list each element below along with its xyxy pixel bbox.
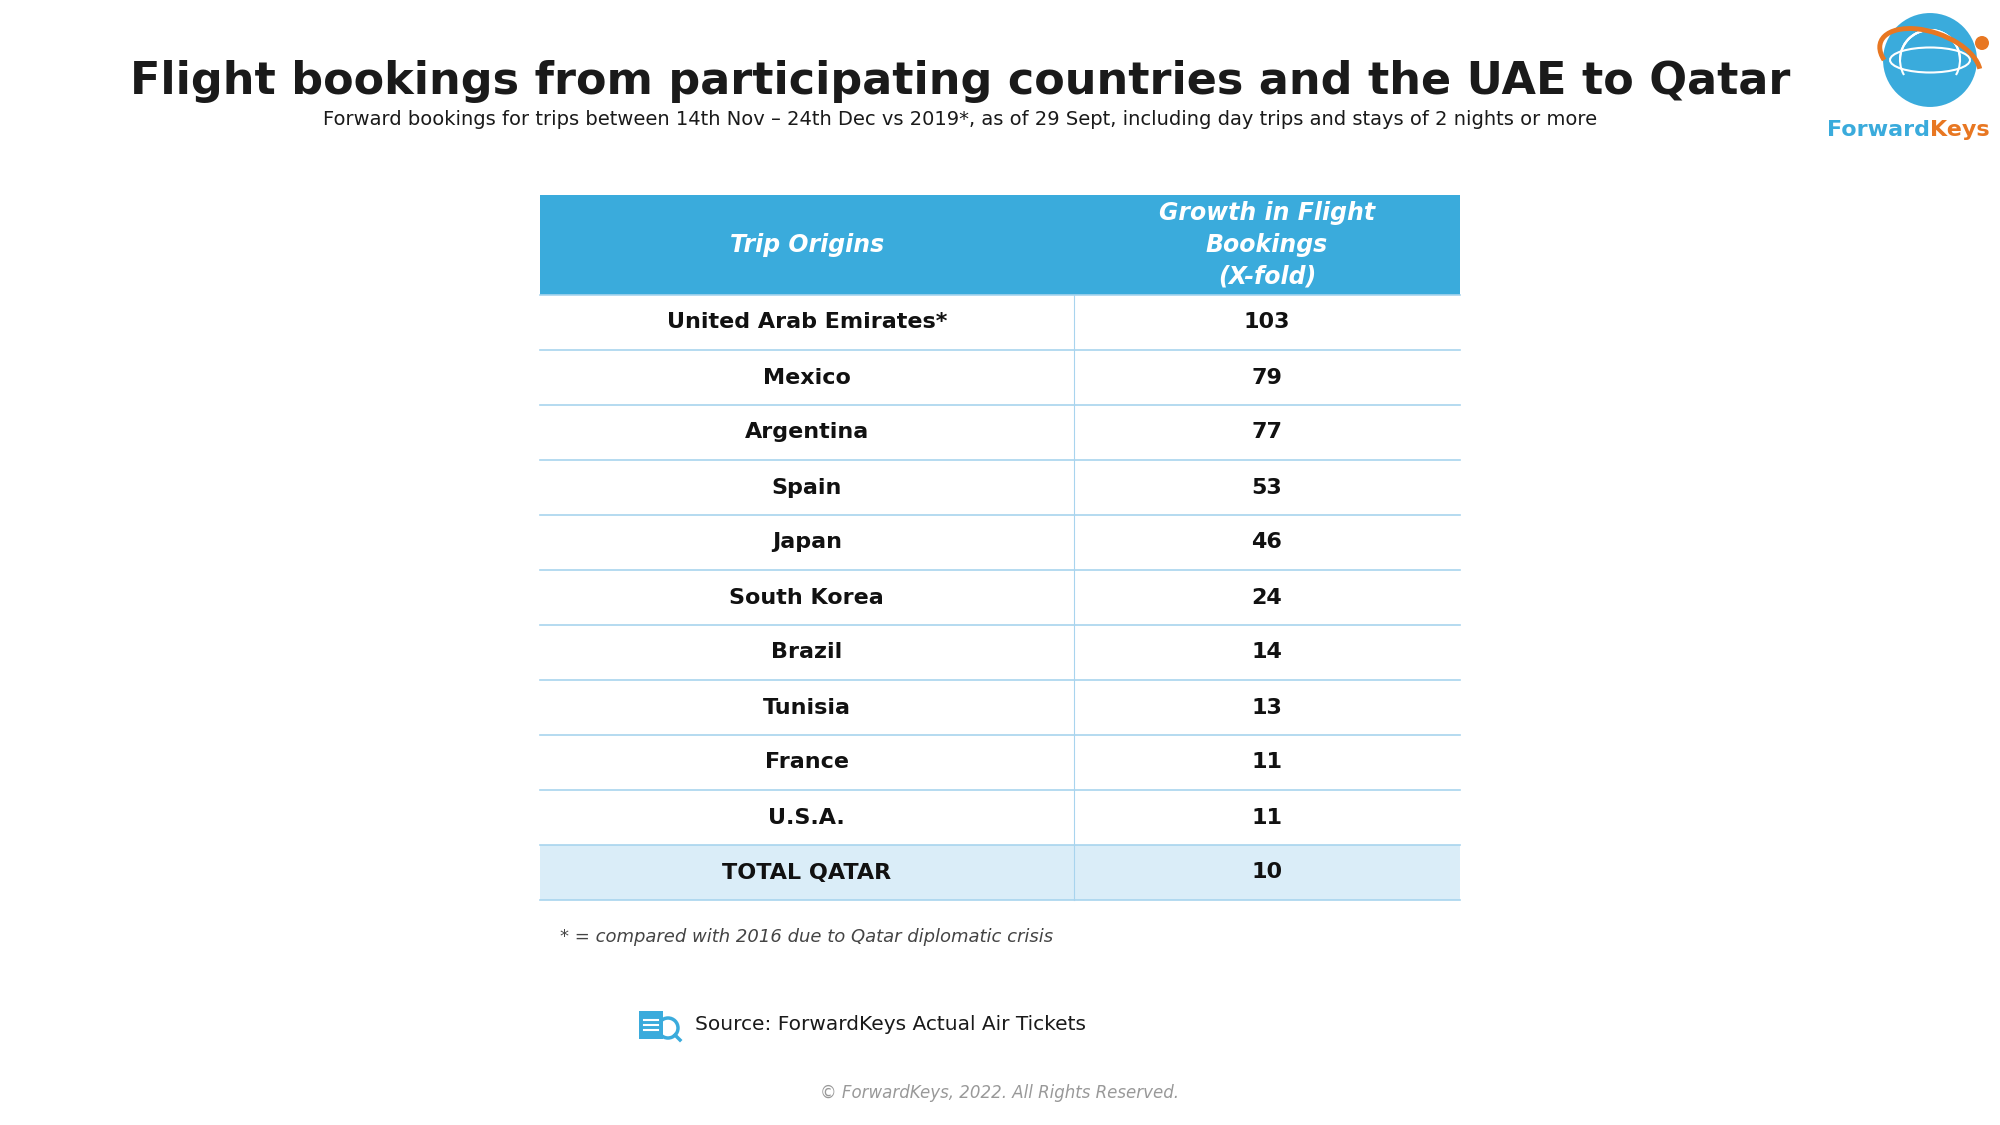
FancyBboxPatch shape (540, 460, 1460, 515)
Text: U.S.A.: U.S.A. (768, 808, 846, 828)
Text: © ForwardKeys, 2022. All Rights Reserved.: © ForwardKeys, 2022. All Rights Reserved… (820, 1084, 1180, 1102)
FancyBboxPatch shape (540, 295, 1460, 350)
Text: Source: ForwardKeys Actual Air Tickets: Source: ForwardKeys Actual Air Tickets (696, 1015, 1086, 1034)
Text: Tunisia: Tunisia (762, 698, 850, 718)
FancyBboxPatch shape (640, 1011, 664, 1040)
Text: France: France (764, 753, 848, 773)
Text: TOTAL QATAR: TOTAL QATAR (722, 863, 892, 882)
FancyBboxPatch shape (540, 735, 1460, 790)
Text: Mexico: Mexico (762, 368, 850, 387)
Text: Argentina: Argentina (744, 423, 868, 442)
Text: Keys: Keys (1930, 120, 1990, 140)
FancyBboxPatch shape (540, 626, 1460, 679)
Text: Trip Origins: Trip Origins (730, 233, 884, 256)
Text: Forward: Forward (1828, 120, 1930, 140)
FancyBboxPatch shape (540, 790, 1460, 845)
Text: 11: 11 (1252, 753, 1282, 773)
Text: Brazil: Brazil (772, 642, 842, 663)
FancyBboxPatch shape (540, 405, 1460, 460)
Text: 79: 79 (1252, 368, 1282, 387)
Circle shape (1976, 36, 1988, 50)
Text: * = compared with 2016 due to Qatar diplomatic crisis: * = compared with 2016 due to Qatar dipl… (560, 928, 1054, 946)
Text: Spain: Spain (772, 477, 842, 497)
Text: United Arab Emirates*: United Arab Emirates* (666, 313, 946, 333)
Text: Forward bookings for trips between 14th Nov – 24th Dec vs 2019*, as of 29 Sept, : Forward bookings for trips between 14th … (322, 110, 1598, 129)
Text: South Korea: South Korea (730, 587, 884, 608)
Text: 103: 103 (1244, 313, 1290, 333)
FancyBboxPatch shape (540, 845, 1460, 900)
Text: 14: 14 (1252, 642, 1282, 663)
FancyBboxPatch shape (540, 195, 1460, 295)
FancyBboxPatch shape (540, 350, 1460, 405)
Text: Flight bookings from participating countries and the UAE to Qatar: Flight bookings from participating count… (130, 60, 1790, 104)
FancyBboxPatch shape (540, 680, 1460, 735)
Circle shape (1882, 12, 1978, 108)
Text: 46: 46 (1252, 532, 1282, 552)
Text: 77: 77 (1252, 423, 1282, 442)
Text: 53: 53 (1252, 477, 1282, 497)
Text: 24: 24 (1252, 587, 1282, 608)
Text: 10: 10 (1252, 863, 1282, 882)
Text: Growth in Flight
Bookings
(X-fold): Growth in Flight Bookings (X-fold) (1158, 201, 1374, 289)
FancyBboxPatch shape (540, 515, 1460, 570)
Text: 11: 11 (1252, 808, 1282, 828)
Text: Japan: Japan (772, 532, 842, 552)
FancyBboxPatch shape (540, 570, 1460, 626)
Text: 13: 13 (1252, 698, 1282, 718)
